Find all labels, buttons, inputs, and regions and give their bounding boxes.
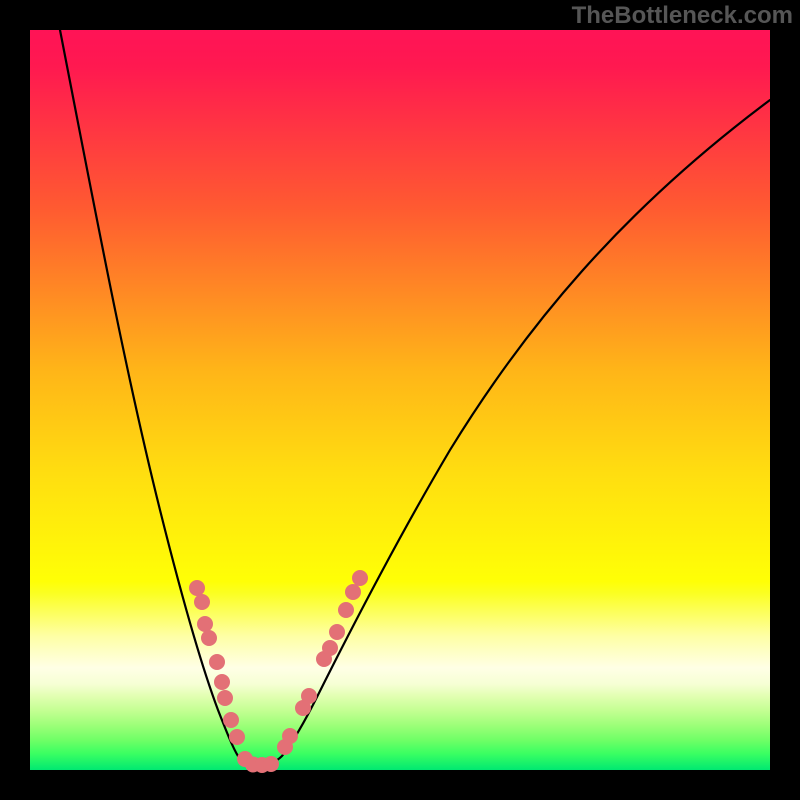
marker-point xyxy=(353,571,368,586)
marker-point xyxy=(339,603,354,618)
curve-right-branch xyxy=(260,100,770,765)
marker-point xyxy=(215,675,230,690)
plot-area xyxy=(30,30,770,770)
marker-point xyxy=(302,689,317,704)
marker-point xyxy=(198,617,213,632)
marker-point xyxy=(330,625,345,640)
marker-point xyxy=(218,691,233,706)
marker-point xyxy=(190,581,205,596)
marker-group xyxy=(190,571,368,773)
bottleneck-curve xyxy=(30,30,770,770)
curve-left-branch xyxy=(60,30,260,765)
marker-point xyxy=(283,729,298,744)
marker-point xyxy=(195,595,210,610)
marker-point xyxy=(323,641,338,656)
marker-point xyxy=(224,713,239,728)
marker-point xyxy=(210,655,225,670)
watermark-text: TheBottleneck.com xyxy=(572,2,793,30)
marker-point xyxy=(230,730,245,745)
marker-point xyxy=(264,757,279,772)
marker-point xyxy=(202,631,217,646)
marker-point xyxy=(346,585,361,600)
